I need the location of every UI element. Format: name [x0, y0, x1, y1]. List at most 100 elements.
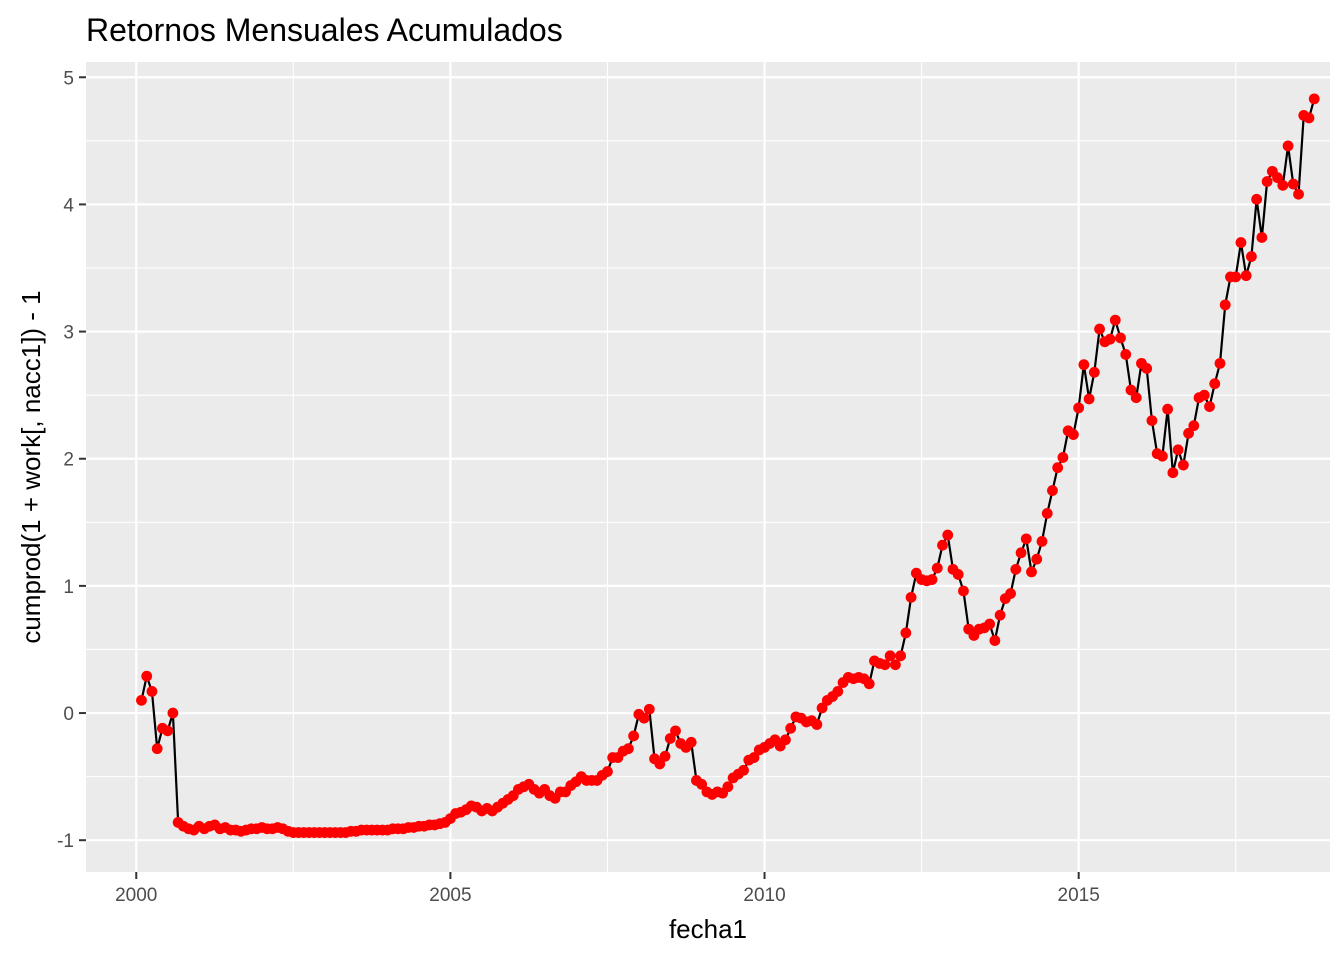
data-point	[748, 752, 760, 763]
y-tick-label: 0	[63, 704, 74, 725]
data-point	[1308, 93, 1320, 105]
data-point	[659, 750, 671, 762]
data-point	[1293, 188, 1304, 200]
data-point	[1005, 588, 1016, 599]
data-point	[1094, 323, 1105, 335]
x-axis-title: fecha1	[669, 914, 747, 944]
data-point	[1146, 415, 1158, 426]
data-point	[1020, 533, 1032, 545]
data-point	[1015, 547, 1027, 559]
data-point	[628, 730, 640, 742]
data-point	[1036, 535, 1048, 547]
data-point	[1083, 393, 1095, 405]
data-point	[989, 635, 1001, 646]
y-tick-label: 5	[63, 68, 74, 89]
data-point	[162, 725, 174, 737]
data-point	[1067, 429, 1079, 440]
data-point	[1251, 193, 1263, 205]
data-point	[1172, 444, 1184, 456]
data-point	[1130, 392, 1142, 404]
data-point	[1115, 332, 1126, 344]
x-axis: 2000 2005 2010 2015	[115, 872, 1100, 906]
data-point	[1188, 420, 1200, 432]
data-point	[167, 707, 179, 719]
data-point	[1120, 349, 1132, 360]
data-point	[1026, 566, 1037, 578]
data-point	[722, 781, 734, 793]
data-point	[654, 758, 666, 770]
data-point	[1282, 140, 1294, 152]
data-point	[811, 719, 823, 730]
data-point	[1219, 299, 1231, 311]
data-point	[638, 712, 650, 724]
data-point	[926, 574, 938, 585]
data-point	[1177, 459, 1189, 471]
data-point	[1104, 333, 1116, 345]
data-point	[931, 562, 943, 574]
data-point	[738, 764, 749, 776]
data-point	[1041, 508, 1053, 519]
x-tick-label: 2015	[1058, 885, 1100, 906]
data-point	[1303, 112, 1315, 124]
plot-panel	[86, 62, 1330, 872]
data-point	[696, 778, 708, 790]
major-gridlines	[86, 62, 1330, 872]
data-point	[1078, 359, 1090, 371]
data-point	[895, 650, 907, 662]
data-point	[879, 659, 891, 671]
data-point	[1214, 357, 1226, 369]
data-point	[141, 670, 153, 682]
data-point	[1167, 467, 1179, 479]
data-point	[937, 539, 948, 551]
data-point	[1246, 251, 1257, 262]
data-point	[685, 736, 697, 748]
data-point	[1235, 237, 1247, 248]
data-point	[905, 591, 917, 603]
data-point	[1287, 178, 1299, 190]
data-point	[1256, 232, 1268, 243]
data-point	[1073, 402, 1085, 414]
data-point	[1010, 563, 1022, 575]
data-point	[863, 678, 875, 690]
y-tick-label: 3	[63, 323, 74, 344]
y-tick-label: 4	[63, 195, 74, 216]
data-point	[1272, 172, 1283, 184]
data-point	[984, 618, 996, 630]
data-point	[889, 659, 901, 671]
data-point	[1183, 427, 1194, 439]
data-point	[780, 734, 791, 746]
data-point	[1261, 176, 1273, 187]
data-point	[816, 702, 828, 714]
data-point	[1047, 485, 1058, 496]
y-tick-label: -1	[57, 831, 74, 852]
x-tick-label: 2000	[115, 885, 157, 906]
data-point	[952, 569, 964, 580]
data-point	[643, 703, 655, 715]
data-point	[1209, 378, 1221, 390]
y-axis-title: cumprod(1 + work[, nacc1]) - 1	[16, 290, 46, 643]
minor-gridlines	[86, 62, 1330, 872]
data-point	[146, 686, 158, 697]
data-point	[1204, 401, 1215, 412]
data-point	[942, 529, 954, 541]
data-point	[1230, 271, 1242, 283]
y-axis: -1 0 1 2 3 4 5	[57, 68, 86, 852]
data-point	[602, 766, 613, 777]
data-point	[622, 743, 634, 755]
x-tick-label: 2005	[429, 885, 471, 906]
data-point	[664, 733, 676, 744]
y-tick-label: 1	[63, 577, 74, 598]
y-tick-label: 2	[63, 450, 74, 471]
data-point	[1052, 462, 1064, 474]
data-point	[1141, 363, 1153, 374]
data-point	[832, 686, 844, 697]
data-point	[900, 627, 912, 639]
data-point	[884, 650, 896, 662]
data-point	[1125, 384, 1137, 396]
data-point	[785, 722, 797, 734]
x-tick-label: 2010	[743, 885, 785, 906]
data-point	[1057, 452, 1069, 463]
series-points-group	[136, 93, 1320, 838]
data-point	[1277, 179, 1289, 191]
